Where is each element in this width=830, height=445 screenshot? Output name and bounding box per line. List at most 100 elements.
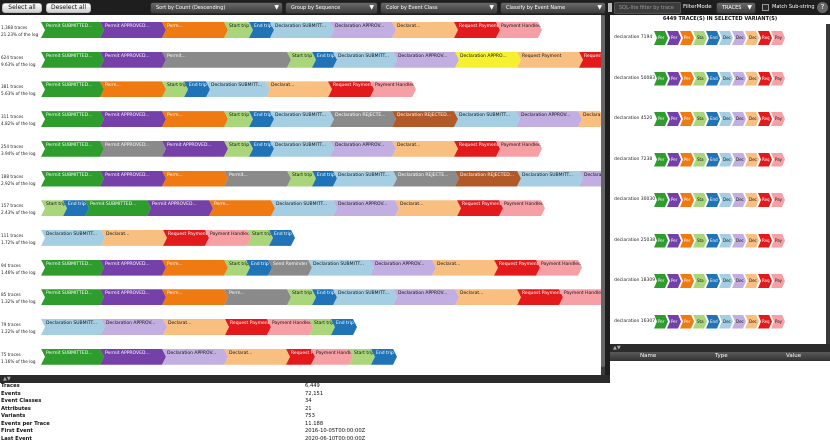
trace-event-chevron[interactable]: Sta [693,193,707,207]
trace-event-chevron[interactable]: Per [667,315,681,329]
trace-event-chevron[interactable]: Dec [745,315,759,329]
event-chevron[interactable]: Declara... [578,111,604,127]
event-chevron[interactable]: Payment Handled [370,81,416,97]
event-chevron[interactable]: End trip [312,289,337,305]
trace-list-scrollbar[interactable] [826,24,830,344]
deselect-all-button[interactable]: Deselect all [46,3,91,13]
event-chevron[interactable]: Declaration SUBMITT... [454,111,520,127]
event-chevron[interactable]: Perm... [162,260,228,276]
variant-row[interactable]: 75 traces 1.16% of the log Permit SUBMITTE… [0,342,605,372]
trace-event-chevron[interactable]: Sta [693,72,707,86]
trace-event-chevron[interactable]: Per [680,153,694,167]
event-chevron[interactable]: Permit APPROVED... [100,22,166,38]
variant-row[interactable]: 311 traces 4.82% of the log Permit SUBMITT… [0,104,605,134]
event-chevron[interactable]: Permit APPROVED... [100,111,166,127]
event-chevron[interactable]: Permit SUBMITTED... [41,52,104,68]
event-chevron[interactable]: Declarat... [455,289,521,305]
trace-event-chevron[interactable]: Per [667,31,681,45]
event-chevron[interactable]: Perm... [162,111,228,127]
event-chevron[interactable]: End trip [331,319,357,335]
trace-event-chevron[interactable]: End [706,274,720,288]
event-chevron[interactable]: Perm... [100,81,166,97]
event-chevron[interactable]: Permit... [224,171,291,187]
help-button[interactable]: ? [817,2,828,13]
event-chevron[interactable]: Payment Handled [536,260,582,276]
event-chevron[interactable]: Permit SUBMITTED... [41,141,104,157]
trace-event-chevron[interactable]: Req [758,153,772,167]
event-chevron[interactable]: Start trip [41,200,67,216]
event-chevron[interactable]: Request Payment [163,230,209,246]
event-chevron[interactable]: Start trip [287,171,316,187]
event-chevron[interactable]: Start trip [247,230,273,246]
trace-event-chevron[interactable]: Dec [719,112,733,126]
event-chevron[interactable]: Declarat... [392,22,458,38]
event-chevron[interactable]: End trip [249,22,274,38]
trace-event-chevron[interactable]: Pay [771,315,785,329]
group-by-dropdown[interactable]: Group by Sequence ▼ [285,2,378,14]
event-chevron[interactable]: Permit SUBMITTED... [41,22,104,38]
trace-event-chevron[interactable]: Per [667,72,681,86]
trace-row[interactable]: declaration 18309 Per Per Per Sta End Dec Dec De… [610,268,830,296]
trace-event-chevron[interactable]: Dec [745,112,759,126]
match-substring-checkbox[interactable] [762,4,769,11]
event-chevron[interactable]: Declaration APPROV... [101,319,167,335]
event-chevron[interactable]: Declaration APPROV... [162,349,228,365]
event-chevron[interactable]: Payment Handled [496,141,542,157]
trace-event-chevron[interactable]: End [706,315,720,329]
event-chevron[interactable]: Permit SUBMITTED... [41,289,104,305]
trace-event-chevron[interactable]: Dec [732,153,746,167]
event-chevron[interactable]: Start trip [309,319,335,335]
trace-event-chevron[interactable]: Dec [719,193,733,207]
event-chevron[interactable]: End trip [184,81,210,97]
event-chevron[interactable]: Perm... [162,171,228,187]
bottom-sash[interactable]: ▲▼ [0,375,610,383]
trace-event-chevron[interactable]: Dec [732,112,746,126]
trace-event-chevron[interactable]: Sta [693,274,707,288]
event-chevron[interactable]: Request Payment [454,141,500,157]
event-chevron[interactable]: Perm... [209,200,275,216]
trace-event-chevron[interactable]: Req [758,72,772,86]
trace-event-chevron[interactable]: Req [758,315,772,329]
variant-row[interactable]: 254 traces 3.94% of the log Permit SUBMITT… [0,134,605,164]
event-chevron[interactable]: Start trip [224,111,253,127]
trace-event-chevron[interactable]: Dec [719,274,733,288]
trace-event-chevron[interactable]: Dec [745,234,759,248]
event-chevron[interactable]: Permit APPROVED... [162,141,228,157]
trace-event-chevron[interactable]: Pay [771,31,785,45]
trace-row[interactable]: declaration 50083 Per Per Per Sta End Dec Dec De… [610,66,830,94]
event-chevron[interactable]: Declaration SUBMITT... [41,319,105,335]
event-chevron[interactable]: Payment Handled [496,22,542,38]
event-chevron[interactable]: Start trip [224,260,250,276]
event-chevron[interactable]: Permit SUBMITTED... [41,260,104,276]
trace-event-chevron[interactable]: Sta [693,234,707,248]
trace-event-chevron[interactable]: Dec [719,72,733,86]
trace-event-chevron[interactable]: Per [667,112,681,126]
trace-event-chevron[interactable]: Dec [732,234,746,248]
trace-event-chevron[interactable]: Per [667,234,681,248]
variant-row[interactable]: 157 traces 2.43% of the log Start trip End … [0,193,605,223]
event-chevron[interactable]: Declaration REJECTED... [455,171,521,187]
trace-event-chevron[interactable]: Pay [771,274,785,288]
trace-event-chevron[interactable]: Req [758,274,772,288]
trace-event-chevron[interactable]: Dec [745,153,759,167]
trace-event-chevron[interactable]: Dec [719,234,733,248]
trace-row[interactable]: declaration 4520 Per Per Per Sta End Dec Dec Dec… [610,106,830,134]
event-chevron[interactable]: Declarat... [266,81,332,97]
event-chevron[interactable]: Perm... [162,289,228,305]
event-chevron[interactable]: End trip [63,200,89,216]
event-chevron[interactable]: Declaration SUBMITT... [270,141,334,157]
trace-event-chevron[interactable]: Sta [693,153,707,167]
event-chevron[interactable]: Start trip [287,289,316,305]
scrollbar-thumb[interactable] [601,15,605,367]
event-chevron[interactable]: Declaration SUBMITT... [517,171,583,187]
trace-event-chevron[interactable]: Per [654,153,668,167]
trace-event-chevron[interactable]: Req [758,31,772,45]
event-chevron[interactable]: Request Payment [225,319,271,335]
variant-row[interactable]: 111 traces 1.72% of the log Declaration SU… [0,223,605,253]
trace-event-chevron[interactable]: Per [680,274,694,288]
event-chevron[interactable]: Permit APPROVED... [100,289,166,305]
trace-event-chevron[interactable]: Per [654,31,668,45]
trace-row[interactable]: declaration 7238 Per Per Per Sta End Dec Dec Dec… [610,147,830,175]
sql-filter-input[interactable]: SQL-lite filter by trace [614,2,681,14]
event-chevron[interactable]: Request... [579,52,605,68]
